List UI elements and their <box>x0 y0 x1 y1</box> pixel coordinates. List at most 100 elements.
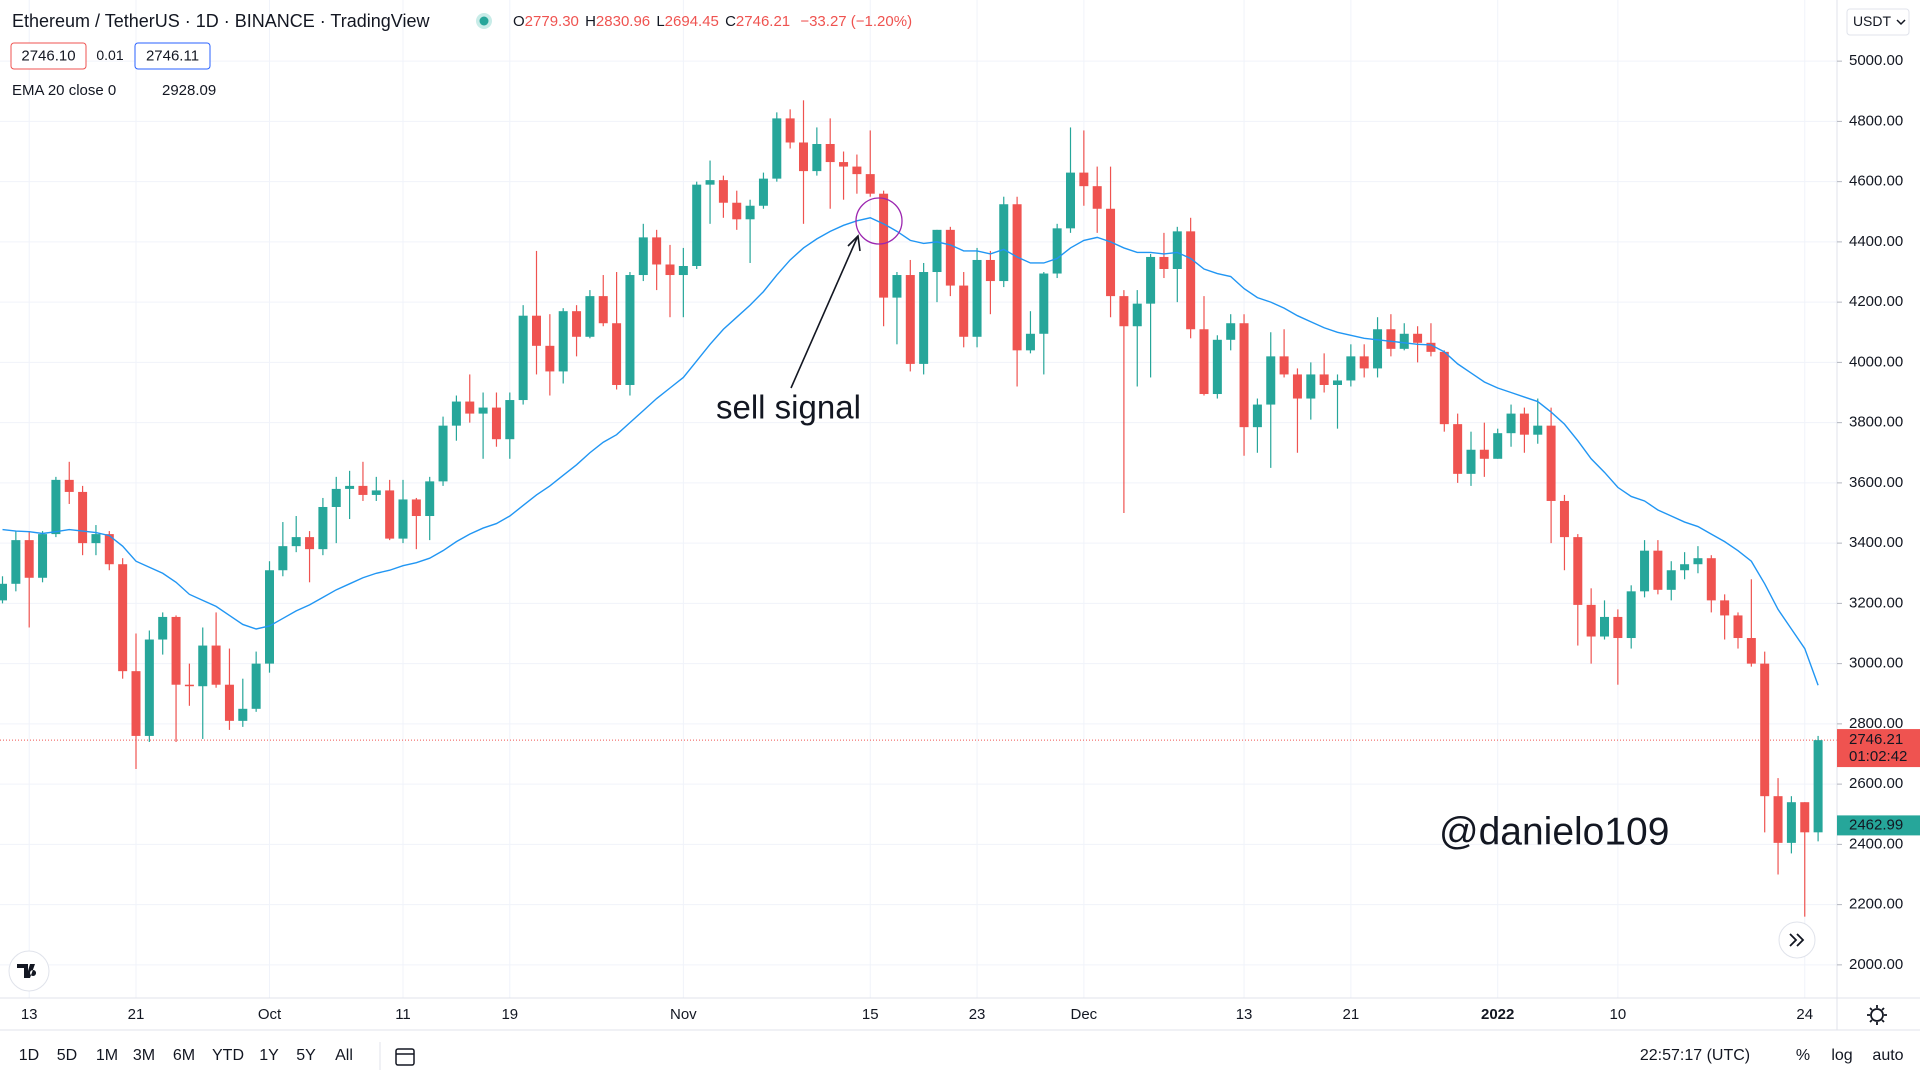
candle-body <box>1052 228 1062 274</box>
candle-body <box>1359 356 1369 369</box>
candle-body <box>398 499 408 539</box>
candle-body <box>865 174 875 194</box>
date-range-icon[interactable] <box>395 1048 415 1066</box>
range-button[interactable]: 5Y <box>296 1047 316 1064</box>
candle-body <box>451 401 461 426</box>
y-tick-label: 4200.00 <box>1849 293 1903 310</box>
candle-body <box>0 583 7 601</box>
candle-body <box>1159 256 1169 270</box>
candle-body <box>1519 413 1529 435</box>
log-button[interactable]: log <box>1831 1047 1852 1064</box>
percent-button[interactable]: % <box>1796 1047 1810 1064</box>
y-tick-label: 3600.00 <box>1849 474 1903 491</box>
candle-body <box>1199 329 1209 395</box>
candle-body <box>1813 740 1823 833</box>
candle-body <box>1226 323 1236 340</box>
range-button[interactable]: 3M <box>133 1047 155 1064</box>
ohlc-value: 2779.30 <box>525 13 579 30</box>
range-button[interactable]: All <box>335 1047 353 1064</box>
candle-body <box>692 184 702 266</box>
candle-body <box>1252 404 1262 428</box>
candle-body <box>291 537 301 547</box>
candle-body <box>1773 796 1783 843</box>
candle-body <box>705 180 715 185</box>
candle-body <box>198 645 208 687</box>
buy-box[interactable] <box>134 42 211 70</box>
candle-body <box>985 259 995 282</box>
candle-body <box>1172 231 1182 270</box>
scroll-glyph <box>1789 933 1805 947</box>
candle-body <box>1640 550 1650 592</box>
x-tick-label: 24 <box>1796 1006 1813 1023</box>
bid: 2746.10 <box>21 47 75 64</box>
signal-arrow <box>790 237 858 389</box>
range-button[interactable]: 1D <box>19 1047 39 1064</box>
candle-body <box>665 264 675 276</box>
candle-body <box>839 162 849 167</box>
candle-body <box>1212 339 1222 395</box>
candle-body <box>1720 600 1730 616</box>
candle-body <box>104 534 114 565</box>
sell-box[interactable] <box>10 42 87 70</box>
candle-body <box>438 425 448 482</box>
settings-icon[interactable] <box>1870 1008 1884 1022</box>
candle-body <box>879 193 889 298</box>
candle-body <box>758 178 768 206</box>
y-tick-label: 3400.00 <box>1849 534 1903 551</box>
change: −33.27 (−1.20%) <box>800 13 912 30</box>
candle-body <box>1506 413 1516 434</box>
y-tick-label: 4600.00 <box>1849 173 1903 190</box>
spread: 0.01 <box>96 47 123 63</box>
marker-price-box <box>1837 815 1920 836</box>
x-tick-label: Oct <box>258 1006 282 1023</box>
x-tick-label: 10 <box>1610 1006 1627 1023</box>
candle-body <box>118 564 128 672</box>
range-button[interactable]: 1Y <box>259 1047 279 1064</box>
candle-body <box>1012 204 1022 351</box>
candle-body <box>812 143 822 172</box>
y-tick-label: 2000.00 <box>1849 956 1903 973</box>
range-button[interactable]: 1M <box>96 1047 118 1064</box>
candle-body <box>625 275 635 385</box>
candle-body <box>1493 433 1503 459</box>
y-tick-label: 2800.00 <box>1849 715 1903 732</box>
candle-body <box>1693 558 1703 565</box>
candle-body <box>1546 425 1556 501</box>
x-tick-label: 21 <box>1343 1006 1360 1023</box>
candle-body <box>1066 172 1075 229</box>
candle-body <box>1626 591 1636 639</box>
candle-body <box>24 540 34 578</box>
candle-body <box>905 275 915 364</box>
candle-body <box>331 488 341 507</box>
candle-body <box>1386 329 1396 349</box>
candle-body <box>772 118 782 179</box>
candle-body <box>211 645 221 685</box>
y-tick-label: 3800.00 <box>1849 414 1903 431</box>
candle-body <box>852 166 862 175</box>
range-button[interactable]: YTD <box>212 1047 244 1064</box>
candle-body <box>11 540 21 584</box>
candle-body <box>478 407 488 414</box>
candle-body <box>1306 374 1316 399</box>
ohlc-key: O <box>513 13 525 30</box>
range-buttons: 1D 5D 1M 3M 6M YTD 1Y 5Y All <box>19 1047 353 1064</box>
x-tick-label: Nov <box>670 1006 697 1023</box>
candle-body <box>585 296 595 337</box>
ema-legend-value: 2928.09 <box>162 82 216 99</box>
candle-body <box>1292 374 1302 399</box>
auto-button[interactable]: auto <box>1872 1047 1903 1064</box>
candle-body <box>532 315 541 346</box>
range-button[interactable]: 6M <box>173 1047 195 1064</box>
candle-body <box>1146 256 1156 304</box>
y-tick-label: 2400.00 <box>1849 835 1903 852</box>
candle-body <box>251 663 261 709</box>
candle-body <box>1132 303 1142 327</box>
candle-body <box>1025 333 1035 351</box>
range-button[interactable]: 5D <box>57 1047 77 1064</box>
candle-body <box>932 229 942 273</box>
candle-body <box>1653 550 1663 590</box>
y-tick-label: 2200.00 <box>1849 896 1903 913</box>
candle-body <box>1666 570 1676 590</box>
currency-button[interactable] <box>1846 8 1910 36</box>
